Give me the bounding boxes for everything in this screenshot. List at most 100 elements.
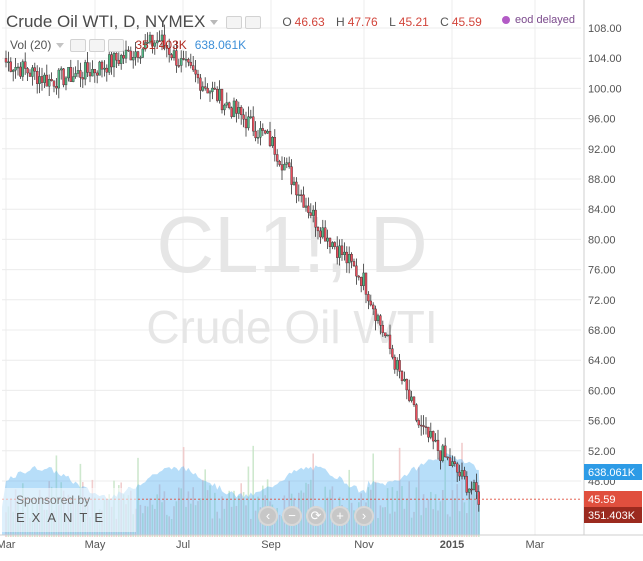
volume-bar [202, 479, 204, 537]
volume-bar [180, 488, 182, 537]
volume-bar [382, 507, 384, 537]
candle-body [60, 68, 63, 71]
candle-body [64, 77, 68, 86]
candle-body [163, 34, 166, 46]
candle-body [19, 66, 22, 77]
candle-body [278, 161, 281, 165]
volume-bar [192, 487, 194, 537]
volume-bar [326, 497, 329, 537]
y-tick-label: 80.00 [588, 234, 616, 246]
volume-bar [434, 494, 437, 537]
candle-body [79, 70, 82, 78]
candle-body [134, 51, 137, 58]
volume-bar [182, 447, 185, 537]
candle-body [117, 59, 121, 64]
candle-body [7, 61, 10, 64]
candle-body [91, 69, 94, 77]
y-tick-label: 100.00 [588, 83, 622, 95]
candle-body [57, 69, 60, 89]
volume-bar [456, 484, 458, 537]
volume-bar [223, 508, 226, 537]
last-price-tag: 45.59 [588, 494, 616, 506]
y-tick-label: 76.00 [588, 265, 616, 277]
volume-label[interactable]: Vol (20) [10, 38, 52, 52]
volume-bar [142, 513, 144, 537]
settings-icon[interactable] [89, 38, 106, 52]
x-tick-label: Mar [526, 539, 545, 551]
candle-body [107, 54, 111, 73]
candle-body [52, 80, 56, 87]
candle-body [48, 79, 51, 87]
volume-bar [374, 481, 377, 537]
candle-body [62, 68, 65, 86]
eod-label: eod delayed [515, 14, 575, 26]
candle-body [21, 61, 24, 77]
volume-bar [218, 518, 221, 537]
candle-body [398, 360, 401, 372]
zoom-in-button[interactable]: + [330, 506, 350, 526]
candle-body [129, 50, 133, 61]
candle-body [227, 102, 231, 108]
volume-bar [461, 442, 463, 537]
volume-bar [396, 490, 398, 537]
chart-nav-controls: ‹ − ⟳ + › [258, 506, 378, 526]
volume-bar [372, 453, 374, 537]
reset-button[interactable]: ⟳ [306, 506, 326, 526]
chevron-down-icon[interactable] [210, 19, 219, 25]
close-icon[interactable] [108, 38, 125, 52]
candle-body [446, 456, 449, 459]
volume-bar [355, 515, 358, 537]
candle-body [146, 42, 149, 44]
eye-icon[interactable] [70, 38, 87, 52]
candle-body [295, 181, 298, 196]
ohlc-readout: O 46.63 H 47.76 L 45.21 C 45.59 [282, 15, 490, 29]
volume-bar [206, 490, 209, 537]
candle-body [153, 42, 157, 47]
candle-body [28, 72, 32, 77]
candle-body [184, 59, 188, 61]
candle-body [71, 76, 75, 82]
candle-body [177, 65, 181, 67]
low-key: L [389, 15, 396, 29]
candle-body [115, 52, 118, 61]
candle-body [292, 181, 296, 185]
volume-bar [214, 492, 216, 537]
candle-body [343, 251, 346, 255]
volume-bar [305, 482, 307, 537]
open-key: O [282, 15, 292, 29]
symbol-title[interactable]: Crude Oil WTI, D, NYMEX [6, 12, 206, 31]
candle-body [319, 230, 322, 238]
candle-body [333, 242, 336, 247]
settings-icon[interactable] [245, 15, 262, 29]
candle-body [69, 67, 73, 82]
candle-body [470, 488, 473, 491]
volume-bar [197, 501, 199, 537]
chevron-down-icon[interactable] [56, 42, 65, 48]
zoom-out-button[interactable]: − [282, 506, 302, 526]
candle-body [223, 104, 226, 111]
volume-bar [473, 485, 475, 537]
candle-body [309, 212, 312, 216]
candle-body [338, 245, 341, 258]
candle-body [316, 226, 320, 232]
candle-body [468, 488, 471, 493]
eye-icon[interactable] [226, 15, 243, 29]
candle-body [76, 70, 80, 74]
scroll-left-button[interactable]: ‹ [258, 506, 278, 526]
volume-bar [163, 491, 166, 537]
volume-bar [139, 504, 142, 537]
candle-body [254, 130, 257, 139]
scroll-right-button[interactable]: › [354, 506, 374, 526]
volume-bar [247, 466, 250, 537]
volume-bar [168, 516, 170, 537]
candle-body [213, 87, 217, 90]
candle-body [131, 56, 135, 61]
candle-body [182, 58, 185, 60]
volume-bar [166, 514, 168, 537]
sponsor-banner[interactable]: Sponsored by EXANTE [0, 488, 136, 532]
candle-body [326, 237, 329, 242]
candle-body [259, 128, 262, 138]
volume-bar [386, 488, 389, 537]
